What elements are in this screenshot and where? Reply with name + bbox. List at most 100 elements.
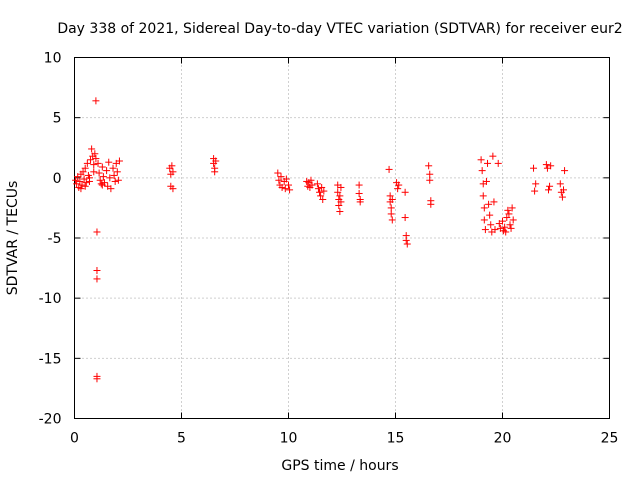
data-point (113, 168, 121, 176)
data-point (477, 156, 485, 164)
data-point (337, 183, 345, 191)
data-point (168, 162, 176, 170)
data-point (388, 195, 396, 203)
data-point (286, 186, 294, 194)
data-point (320, 187, 328, 195)
data-point (385, 165, 393, 173)
data-point (501, 223, 509, 231)
data-point (169, 185, 177, 193)
data-point (81, 164, 89, 172)
data-point (559, 186, 567, 194)
data-point (111, 177, 119, 185)
data-point (336, 192, 344, 200)
data-point (277, 173, 285, 181)
data-point (401, 214, 409, 222)
data-point (93, 275, 101, 283)
data-point (546, 182, 554, 190)
data-point (169, 168, 177, 176)
grid-lines (74, 57, 610, 419)
data-point (355, 181, 363, 189)
data-point (93, 372, 101, 380)
data-point (481, 226, 489, 234)
data-point (212, 157, 220, 165)
data-point (282, 175, 290, 183)
data-point (85, 174, 93, 182)
data-point (542, 161, 550, 169)
data-point (96, 176, 104, 184)
data-point (532, 180, 540, 188)
data-point (318, 183, 326, 191)
data-point (356, 198, 364, 206)
x-tick-label: 10 (280, 431, 298, 447)
data-point (211, 168, 219, 176)
data-point (556, 180, 564, 188)
data-point (93, 228, 101, 236)
data-point (275, 176, 283, 184)
data-point (336, 208, 344, 216)
data-point (489, 152, 497, 160)
data-point (88, 145, 96, 153)
data-point (491, 226, 499, 234)
data-point (484, 159, 492, 167)
chart-title: Day 338 of 2021, Sidereal Day-to-day VTE… (57, 21, 622, 37)
data-point (561, 167, 569, 175)
data-point (98, 181, 106, 189)
data-point (90, 161, 98, 169)
data-point (99, 173, 107, 181)
data-point (90, 168, 98, 176)
data-point (94, 159, 102, 167)
data-point (426, 176, 434, 184)
data-point (82, 179, 90, 187)
data-point (79, 168, 87, 176)
x-tick-label: 5 (177, 431, 186, 447)
data-point (103, 167, 111, 175)
data-point (508, 204, 516, 212)
data-point (505, 210, 513, 218)
data-point (558, 193, 566, 201)
y-tick-label: 10 (44, 51, 62, 67)
data-point (425, 162, 433, 170)
data-point (80, 175, 88, 183)
data-point (387, 210, 395, 218)
data-point (107, 185, 115, 193)
data-point (388, 216, 396, 224)
x-tick-labels: 0 5 10 15 20 25 (70, 431, 618, 447)
data-point (87, 156, 95, 164)
data-point (281, 185, 289, 193)
data-point (490, 198, 498, 206)
data-point (403, 240, 411, 248)
x-tick-label: 15 (387, 431, 405, 447)
data-point (427, 200, 435, 208)
data-point (402, 236, 410, 244)
data-point (83, 159, 91, 167)
data-point (93, 266, 101, 274)
data-points (72, 97, 569, 383)
data-point (314, 185, 322, 193)
data-point (274, 169, 282, 177)
data-point (77, 185, 85, 193)
y-axis-label: SDTVAR / TECUs (5, 181, 21, 296)
data-point (531, 187, 539, 195)
y-tick-label: 0 (53, 171, 62, 187)
data-point (337, 198, 345, 206)
data-point (485, 200, 493, 208)
data-point (545, 186, 553, 194)
data-point (387, 204, 395, 212)
data-point (335, 202, 343, 210)
axis-ticks (74, 57, 610, 419)
x-tick-label: 25 (601, 431, 619, 447)
data-point (317, 192, 325, 200)
data-point (105, 158, 113, 166)
y-tick-label: -10 (39, 291, 62, 307)
data-point (482, 177, 490, 185)
data-point (285, 181, 292, 189)
data-point (95, 169, 103, 177)
data-point (115, 157, 123, 165)
data-point (486, 211, 494, 219)
data-point (494, 159, 502, 167)
data-point (92, 155, 100, 163)
data-point (395, 181, 403, 189)
data-point (530, 164, 538, 172)
data-point (334, 188, 342, 196)
